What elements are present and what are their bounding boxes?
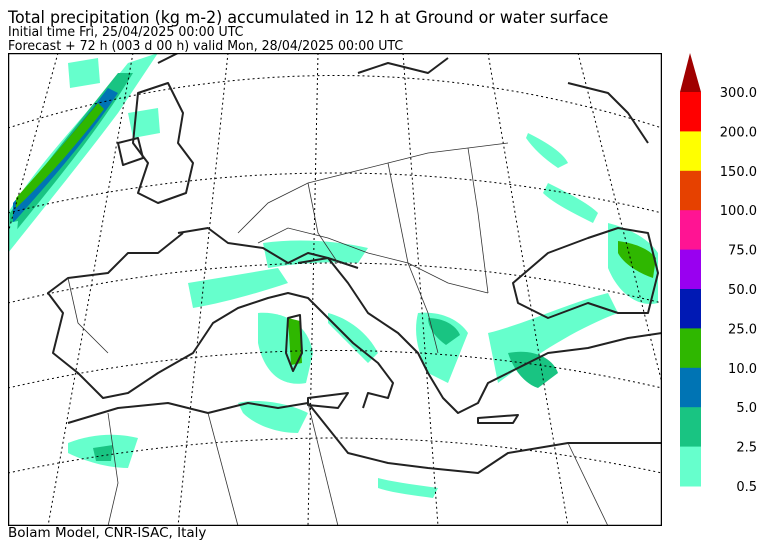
colorbar-segment <box>680 131 701 172</box>
colorbar: 300.0 200.0 150.0 100.0 75.0 50.0 25.0 10.0 5.0 2… <box>680 53 757 495</box>
precipitation-map <box>8 53 662 526</box>
colorbar-segment <box>680 289 701 329</box>
colorbar-label: 300.0 <box>720 86 757 101</box>
colorbar-segment <box>680 446 701 487</box>
precipitation-fields <box>8 53 658 498</box>
colorbar-label: 150.0 <box>720 165 757 180</box>
colorbar-label: 5.0 <box>736 401 757 416</box>
colorbar-label: 0.5 <box>736 480 757 495</box>
colorbar-segment <box>680 210 701 251</box>
colorbar-label: 2.5 <box>736 441 757 456</box>
chart-title: Total precipitation (kg m-2) accumulated… <box>8 8 609 28</box>
colorbar-label: 10.0 <box>728 362 757 377</box>
initial-time: Initial time Fri, 25/04/2025 00:00 UTC <box>8 24 244 40</box>
colorbar-label: 100.0 <box>720 204 757 219</box>
colorbar-segment <box>680 328 701 369</box>
colorbar-overflow-arrow <box>680 53 701 92</box>
colorbar-label: 25.0 <box>728 322 757 337</box>
colorbar-segment <box>680 407 701 448</box>
colorbar-segment <box>680 92 701 132</box>
map-frame <box>8 53 662 526</box>
graticule <box>8 53 662 526</box>
forecast-valid-time: Forecast + 72 h (003 d 00 h) valid Mon, … <box>8 38 404 54</box>
model-credit: Bolam Model, CNR-ISAC, Italy <box>8 525 207 541</box>
colorbar-label: 75.0 <box>728 244 757 259</box>
colorbar-label: 50.0 <box>728 283 757 298</box>
colorbar-segment <box>680 367 701 408</box>
borders <box>67 142 609 526</box>
colorbar-segment <box>680 170 701 211</box>
colorbar-segment <box>680 249 701 290</box>
colorbar-label: 200.0 <box>720 125 757 140</box>
